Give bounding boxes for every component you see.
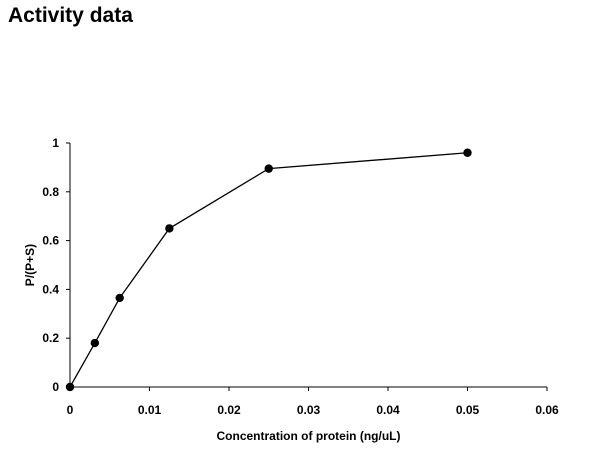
x-tick-label: 0.05 <box>456 403 480 417</box>
x-tick-label: 0 <box>67 403 74 417</box>
y-axis-ticks: 0 0.2 0.4 0.6 0.8 1 <box>42 136 70 394</box>
y-tick-label: 0.8 <box>42 185 59 199</box>
x-tick-label: 0.02 <box>217 403 241 417</box>
x-axis-label: Concentration of protein (ng/uL) <box>217 429 401 443</box>
series-line <box>69 152 468 388</box>
series-layer <box>65 148 472 392</box>
data-point <box>65 382 75 392</box>
y-tick-label: 1 <box>52 136 59 150</box>
x-axis-ticks: 0 0.01 0.02 0.03 0.04 0.05 0.06 <box>67 387 559 417</box>
y-tick-label: 0.6 <box>42 234 59 248</box>
data-point <box>90 338 100 348</box>
y-axis-label: P/(P+S) <box>23 244 37 286</box>
page-title: Activity data <box>8 4 133 27</box>
data-point <box>463 148 472 157</box>
x-tick-label: 0.06 <box>535 403 559 417</box>
y-tick-label: 0.2 <box>42 331 59 345</box>
x-tick-label: 0.04 <box>376 403 400 417</box>
y-tick-label: 0 <box>52 380 59 394</box>
data-point <box>264 164 273 173</box>
x-tick-label: 0.03 <box>297 403 321 417</box>
x-tick-label: 0.01 <box>138 403 162 417</box>
data-point <box>115 293 124 303</box>
y-tick-label: 0.4 <box>42 282 59 296</box>
data-point <box>165 224 174 233</box>
